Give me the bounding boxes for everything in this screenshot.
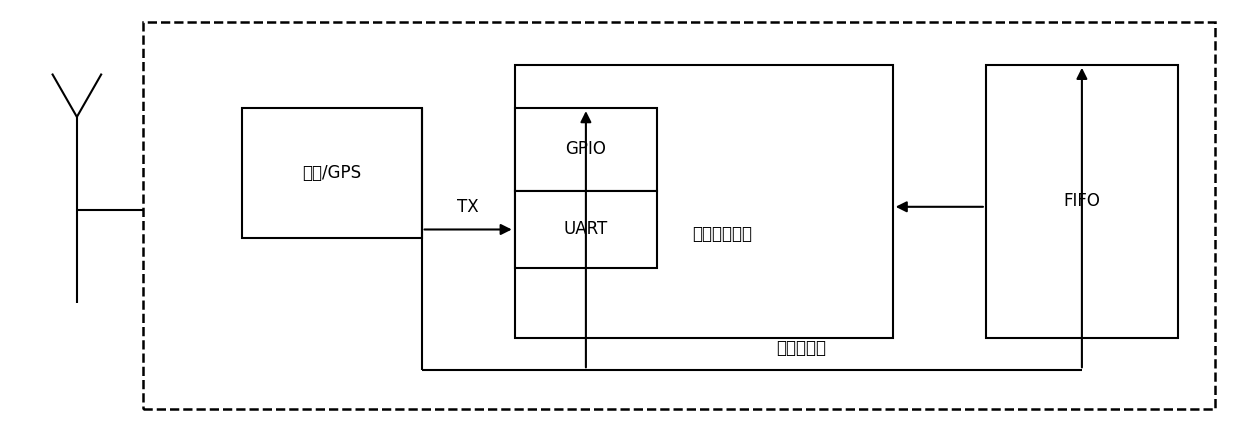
Text: GPIO: GPIO — [565, 140, 606, 158]
FancyBboxPatch shape — [515, 108, 657, 191]
Text: 北斗/GPS: 北斗/GPS — [303, 164, 361, 182]
Text: FIFO: FIFO — [1064, 192, 1100, 210]
Text: 秒同步信号: 秒同步信号 — [776, 339, 826, 357]
Text: UART: UART — [564, 220, 608, 239]
FancyBboxPatch shape — [242, 108, 422, 238]
FancyBboxPatch shape — [515, 65, 893, 338]
Text: 数据处理单元: 数据处理单元 — [693, 225, 753, 243]
Text: TX: TX — [458, 198, 479, 216]
FancyBboxPatch shape — [515, 191, 657, 268]
FancyBboxPatch shape — [986, 65, 1178, 338]
